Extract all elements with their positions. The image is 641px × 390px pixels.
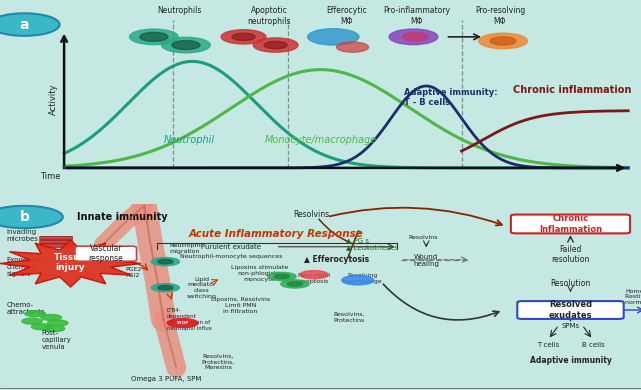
Circle shape [31, 324, 52, 330]
Text: Pro-inflammatory
MΦ: Pro-inflammatory MΦ [383, 6, 450, 25]
Text: STOP: STOP [176, 321, 189, 325]
Circle shape [25, 311, 46, 317]
Text: Lipoxins stimulate
non-phlogistic
monocyte: Lipoxins stimulate non-phlogistic monocy… [231, 265, 288, 282]
Circle shape [308, 29, 359, 45]
Text: T cells: T cells [537, 342, 559, 347]
Text: Resolvins: Resolvins [408, 235, 438, 240]
Text: Monocyte/macrophage: Monocyte/macrophage [264, 135, 377, 145]
Text: Neutrophil: Neutrophil [163, 135, 215, 145]
Text: b: b [19, 210, 29, 224]
Text: Acute Inflammatory Response: Acute Inflammatory Response [188, 229, 363, 239]
Circle shape [281, 280, 309, 288]
Text: Homeostasis
Restitution of
normal structure: Homeostasis Restitution of normal struct… [625, 289, 641, 305]
Text: Resolving
macrophage: Resolving macrophage [342, 273, 382, 284]
Circle shape [129, 29, 178, 44]
Circle shape [300, 271, 328, 279]
Text: Resolved
exudates: Resolved exudates [549, 300, 592, 320]
Polygon shape [0, 240, 141, 287]
Text: B cells: B cells [581, 342, 604, 347]
Text: Resolvins,
Protectins,
Maresins: Resolvins, Protectins, Maresins [201, 354, 235, 370]
Text: Resolution: Resolution [551, 280, 590, 289]
Text: Efferocytic
MΦ: Efferocytic MΦ [326, 6, 367, 25]
Text: PGE2
PGI2: PGE2 PGI2 [125, 267, 142, 278]
Text: Apoptotic
neutrophils: Apoptotic neutrophils [247, 6, 291, 25]
Text: Innate immunity: Innate immunity [77, 212, 167, 222]
Text: Purulent exudate: Purulent exudate [201, 244, 261, 250]
FancyBboxPatch shape [40, 236, 72, 240]
Circle shape [268, 273, 296, 281]
Text: Chronic inflammation: Chronic inflammation [513, 85, 631, 95]
Circle shape [167, 319, 198, 328]
Text: Wound
healing: Wound healing [413, 254, 439, 267]
Text: Chronic
Inflammation: Chronic Inflammation [539, 214, 602, 234]
Circle shape [158, 259, 173, 264]
Circle shape [264, 41, 287, 49]
Text: Exogenous
chemical
signals: Exogenous chemical signals [6, 257, 44, 277]
Text: Tissue
injury: Tissue injury [54, 253, 87, 272]
Circle shape [41, 314, 62, 321]
Text: Time: Time [40, 172, 61, 181]
Text: Lipoxins, Resolvins
Limit PMN
in filtration: Lipoxins, Resolvins Limit PMN in filtrat… [211, 297, 270, 314]
Text: SPMs: SPMs [562, 323, 579, 329]
Circle shape [162, 37, 210, 53]
FancyBboxPatch shape [40, 240, 72, 244]
Circle shape [22, 318, 42, 324]
Text: Neutrophils: Neutrophils [157, 6, 202, 15]
Text: Chemo-
attractants: Chemo- attractants [6, 301, 45, 315]
Circle shape [151, 284, 179, 292]
Text: ▲ Efferocytosis: ▲ Efferocytosis [304, 255, 369, 264]
Text: Invading
microbes: Invading microbes [6, 229, 38, 242]
Circle shape [342, 276, 374, 285]
Text: Activity: Activity [49, 83, 58, 115]
Circle shape [389, 29, 438, 44]
Circle shape [0, 13, 60, 36]
Circle shape [172, 41, 200, 50]
Text: ▲ PG s
▲ Leukotrienes: ▲ PG s ▲ Leukotrienes [346, 238, 399, 250]
Text: Pro-resolving
MΦ: Pro-resolving MΦ [475, 6, 525, 25]
Text: Neutrophil-monocyte sequences: Neutrophil-monocyte sequences [179, 254, 282, 259]
Text: Neutrophil
apoptosis: Neutrophil apoptosis [297, 273, 331, 284]
FancyBboxPatch shape [40, 244, 72, 247]
Circle shape [403, 33, 428, 41]
Text: Omega 3 PUFA, SPM: Omega 3 PUFA, SPM [131, 376, 202, 382]
Circle shape [44, 326, 65, 332]
Circle shape [337, 42, 369, 52]
Circle shape [479, 33, 528, 49]
Circle shape [140, 32, 168, 41]
Circle shape [490, 37, 516, 45]
Text: Post-
capillary
venula: Post- capillary venula [42, 330, 71, 350]
Text: Failed
resolution: Failed resolution [551, 245, 590, 264]
Text: Adaptive immunity: Adaptive immunity [529, 356, 612, 365]
Text: LTB4-
dependent
amplification of
neutrophil influx: LTB4- dependent amplification of neutrop… [167, 308, 212, 331]
FancyBboxPatch shape [75, 246, 137, 261]
FancyBboxPatch shape [511, 215, 630, 233]
Text: a: a [20, 18, 29, 32]
Text: Vascular
response: Vascular response [88, 244, 123, 263]
Text: Resolvins,
Protectins: Resolvins, Protectins [333, 312, 365, 323]
Circle shape [287, 282, 303, 286]
Text: Adaptive immunity:
T - B cells: Adaptive immunity: T - B cells [404, 88, 497, 107]
Text: Lipid
mediator
class
switching: Lipid mediator class switching [187, 277, 217, 299]
Circle shape [274, 274, 290, 279]
Circle shape [151, 257, 179, 266]
Circle shape [253, 38, 298, 52]
Circle shape [158, 285, 173, 290]
Text: Neutrophil
migration: Neutrophil migration [170, 243, 203, 254]
Circle shape [0, 206, 63, 228]
Circle shape [47, 320, 68, 326]
Circle shape [232, 33, 255, 41]
Circle shape [221, 30, 266, 44]
Text: Resolvins: Resolvins [293, 209, 329, 218]
FancyBboxPatch shape [517, 301, 624, 319]
